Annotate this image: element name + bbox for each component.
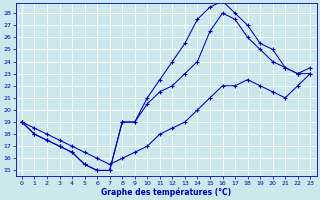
X-axis label: Graphe des températures (°C): Graphe des températures (°C) [101, 187, 231, 197]
